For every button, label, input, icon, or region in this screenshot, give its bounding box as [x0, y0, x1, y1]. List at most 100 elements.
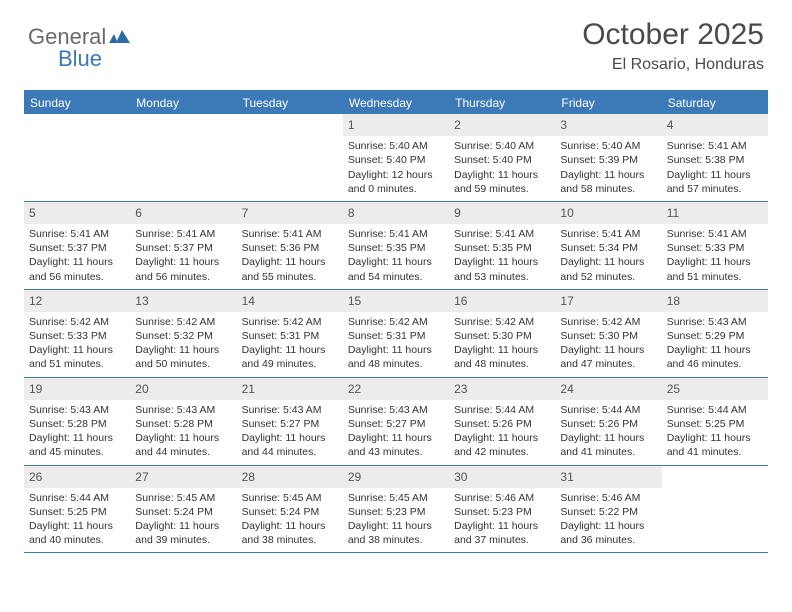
day-number: 27 [130, 466, 236, 488]
day-cell: 14Sunrise: 5:42 AMSunset: 5:31 PMDayligh… [237, 290, 343, 377]
dayheader-row: SundayMondayTuesdayWednesdayThursdayFrid… [24, 92, 768, 114]
dayheader: Thursday [449, 92, 555, 114]
day-number: 28 [237, 466, 343, 488]
day-details: Sunrise: 5:43 AMSunset: 5:28 PMDaylight:… [130, 400, 236, 465]
day-details: Sunrise: 5:43 AMSunset: 5:27 PMDaylight:… [343, 400, 449, 465]
week-row: 26Sunrise: 5:44 AMSunset: 5:25 PMDayligh… [24, 466, 768, 554]
day-number: 19 [24, 378, 130, 400]
day-details: Sunrise: 5:40 AMSunset: 5:39 PMDaylight:… [555, 136, 661, 201]
day-details: Sunrise: 5:44 AMSunset: 5:26 PMDaylight:… [555, 400, 661, 465]
day-details: Sunrise: 5:42 AMSunset: 5:32 PMDaylight:… [130, 312, 236, 377]
day-cell [130, 114, 236, 201]
day-cell: 11Sunrise: 5:41 AMSunset: 5:33 PMDayligh… [662, 202, 768, 289]
day-number: 14 [237, 290, 343, 312]
day-cell: 18Sunrise: 5:43 AMSunset: 5:29 PMDayligh… [662, 290, 768, 377]
day-number: 6 [130, 202, 236, 224]
day-cell: 30Sunrise: 5:46 AMSunset: 5:23 PMDayligh… [449, 466, 555, 553]
day-cell: 23Sunrise: 5:44 AMSunset: 5:26 PMDayligh… [449, 378, 555, 465]
day-details: Sunrise: 5:43 AMSunset: 5:28 PMDaylight:… [24, 400, 130, 465]
weeks-container: 1Sunrise: 5:40 AMSunset: 5:40 PMDaylight… [24, 114, 768, 553]
day-number: 12 [24, 290, 130, 312]
day-number: 15 [343, 290, 449, 312]
day-number: 18 [662, 290, 768, 312]
day-number: 24 [555, 378, 661, 400]
day-cell: 20Sunrise: 5:43 AMSunset: 5:28 PMDayligh… [130, 378, 236, 465]
day-cell: 19Sunrise: 5:43 AMSunset: 5:28 PMDayligh… [24, 378, 130, 465]
day-details: Sunrise: 5:42 AMSunset: 5:31 PMDaylight:… [343, 312, 449, 377]
day-number: 10 [555, 202, 661, 224]
header: GeneralBlue October 2025 El Rosario, Hon… [0, 0, 792, 82]
day-number: 22 [343, 378, 449, 400]
week-row: 19Sunrise: 5:43 AMSunset: 5:28 PMDayligh… [24, 378, 768, 466]
flag-icon [108, 29, 132, 50]
day-cell: 21Sunrise: 5:43 AMSunset: 5:27 PMDayligh… [237, 378, 343, 465]
day-cell [237, 114, 343, 201]
day-number: 16 [449, 290, 555, 312]
day-details: Sunrise: 5:43 AMSunset: 5:27 PMDaylight:… [237, 400, 343, 465]
day-cell: 9Sunrise: 5:41 AMSunset: 5:35 PMDaylight… [449, 202, 555, 289]
day-cell: 31Sunrise: 5:46 AMSunset: 5:22 PMDayligh… [555, 466, 661, 553]
day-cell: 13Sunrise: 5:42 AMSunset: 5:32 PMDayligh… [130, 290, 236, 377]
day-number: 11 [662, 202, 768, 224]
day-number: 26 [24, 466, 130, 488]
week-row: 5Sunrise: 5:41 AMSunset: 5:37 PMDaylight… [24, 202, 768, 290]
day-number: 30 [449, 466, 555, 488]
day-cell: 25Sunrise: 5:44 AMSunset: 5:25 PMDayligh… [662, 378, 768, 465]
day-cell [662, 466, 768, 553]
day-details: Sunrise: 5:41 AMSunset: 5:37 PMDaylight:… [130, 224, 236, 289]
day-details: Sunrise: 5:40 AMSunset: 5:40 PMDaylight:… [449, 136, 555, 201]
day-details: Sunrise: 5:45 AMSunset: 5:23 PMDaylight:… [343, 488, 449, 553]
dayheader: Saturday [662, 92, 768, 114]
day-cell: 16Sunrise: 5:42 AMSunset: 5:30 PMDayligh… [449, 290, 555, 377]
day-number: 13 [130, 290, 236, 312]
day-cell: 15Sunrise: 5:42 AMSunset: 5:31 PMDayligh… [343, 290, 449, 377]
day-cell: 1Sunrise: 5:40 AMSunset: 5:40 PMDaylight… [343, 114, 449, 201]
dayheader: Tuesday [237, 92, 343, 114]
dayheader: Friday [555, 92, 661, 114]
day-details: Sunrise: 5:41 AMSunset: 5:38 PMDaylight:… [662, 136, 768, 201]
day-number: 1 [343, 114, 449, 136]
day-number: 31 [555, 466, 661, 488]
day-number: 17 [555, 290, 661, 312]
day-cell: 28Sunrise: 5:45 AMSunset: 5:24 PMDayligh… [237, 466, 343, 553]
dayheader: Monday [130, 92, 236, 114]
dayheader: Sunday [24, 92, 130, 114]
day-details: Sunrise: 5:45 AMSunset: 5:24 PMDaylight:… [237, 488, 343, 553]
day-cell [24, 114, 130, 201]
day-details: Sunrise: 5:42 AMSunset: 5:30 PMDaylight:… [555, 312, 661, 377]
day-cell: 24Sunrise: 5:44 AMSunset: 5:26 PMDayligh… [555, 378, 661, 465]
day-number: 9 [449, 202, 555, 224]
day-details: Sunrise: 5:41 AMSunset: 5:36 PMDaylight:… [237, 224, 343, 289]
day-number: 4 [662, 114, 768, 136]
day-cell: 22Sunrise: 5:43 AMSunset: 5:27 PMDayligh… [343, 378, 449, 465]
calendar: SundayMondayTuesdayWednesdayThursdayFrid… [24, 90, 768, 553]
day-cell: 29Sunrise: 5:45 AMSunset: 5:23 PMDayligh… [343, 466, 449, 553]
day-number: 25 [662, 378, 768, 400]
day-details: Sunrise: 5:41 AMSunset: 5:37 PMDaylight:… [24, 224, 130, 289]
day-number: 8 [343, 202, 449, 224]
day-details: Sunrise: 5:43 AMSunset: 5:29 PMDaylight:… [662, 312, 768, 377]
day-number: 20 [130, 378, 236, 400]
day-cell: 5Sunrise: 5:41 AMSunset: 5:37 PMDaylight… [24, 202, 130, 289]
day-cell: 17Sunrise: 5:42 AMSunset: 5:30 PMDayligh… [555, 290, 661, 377]
day-number: 3 [555, 114, 661, 136]
day-details: Sunrise: 5:46 AMSunset: 5:23 PMDaylight:… [449, 488, 555, 553]
month-title: October 2025 [582, 18, 764, 52]
day-details: Sunrise: 5:41 AMSunset: 5:35 PMDaylight:… [343, 224, 449, 289]
logo-text-blue: Blue [58, 46, 102, 72]
title-block: October 2025 El Rosario, Honduras [582, 18, 764, 74]
day-cell: 3Sunrise: 5:40 AMSunset: 5:39 PMDaylight… [555, 114, 661, 201]
day-cell: 2Sunrise: 5:40 AMSunset: 5:40 PMDaylight… [449, 114, 555, 201]
day-cell: 4Sunrise: 5:41 AMSunset: 5:38 PMDaylight… [662, 114, 768, 201]
day-details: Sunrise: 5:42 AMSunset: 5:31 PMDaylight:… [237, 312, 343, 377]
day-cell: 26Sunrise: 5:44 AMSunset: 5:25 PMDayligh… [24, 466, 130, 553]
day-details: Sunrise: 5:42 AMSunset: 5:30 PMDaylight:… [449, 312, 555, 377]
day-details: Sunrise: 5:41 AMSunset: 5:33 PMDaylight:… [662, 224, 768, 289]
day-details: Sunrise: 5:45 AMSunset: 5:24 PMDaylight:… [130, 488, 236, 553]
day-cell: 8Sunrise: 5:41 AMSunset: 5:35 PMDaylight… [343, 202, 449, 289]
day-details: Sunrise: 5:41 AMSunset: 5:35 PMDaylight:… [449, 224, 555, 289]
day-cell: 12Sunrise: 5:42 AMSunset: 5:33 PMDayligh… [24, 290, 130, 377]
day-cell: 27Sunrise: 5:45 AMSunset: 5:24 PMDayligh… [130, 466, 236, 553]
day-cell: 6Sunrise: 5:41 AMSunset: 5:37 PMDaylight… [130, 202, 236, 289]
day-details: Sunrise: 5:42 AMSunset: 5:33 PMDaylight:… [24, 312, 130, 377]
